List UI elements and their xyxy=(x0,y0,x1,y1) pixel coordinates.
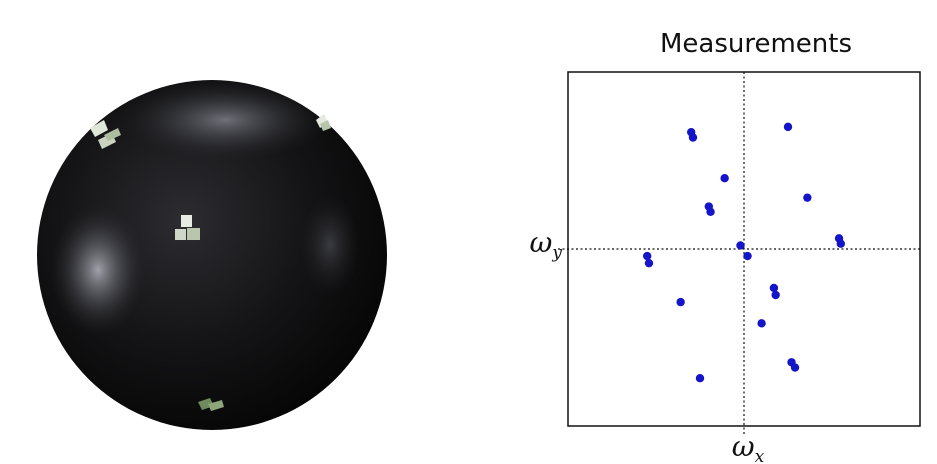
data-point xyxy=(757,319,766,328)
x-axis-label-symbol: ω xyxy=(732,430,755,463)
data-point xyxy=(736,241,745,250)
data-point xyxy=(743,251,752,261)
sphere-illustration xyxy=(37,80,387,430)
data-point xyxy=(644,258,654,268)
data-point xyxy=(771,290,780,300)
data-point xyxy=(643,251,652,261)
data-point xyxy=(676,297,685,307)
data-point xyxy=(720,174,729,183)
y-axis-label: ωy xyxy=(530,226,563,263)
data-point xyxy=(688,133,698,142)
data-point xyxy=(769,283,779,293)
data-point xyxy=(783,122,793,132)
data-point xyxy=(803,193,812,202)
data-point xyxy=(790,363,800,372)
x-axis-label: ωx xyxy=(732,430,765,464)
data-point xyxy=(695,374,705,383)
data-point xyxy=(836,239,845,248)
y-axis-label-subscript: y xyxy=(551,243,562,263)
y-axis-label-symbol: ω xyxy=(530,226,553,259)
sphere-highlights xyxy=(50,80,360,336)
scatter-points xyxy=(643,122,845,383)
measurements-chart: Measurements ωx ωy xyxy=(530,29,921,464)
cube-patch-icon xyxy=(90,114,331,411)
x-axis-label-subscript: x xyxy=(755,447,765,464)
sphere-icon xyxy=(37,80,387,430)
data-point xyxy=(706,207,715,217)
chart-title: Measurements xyxy=(660,29,852,59)
